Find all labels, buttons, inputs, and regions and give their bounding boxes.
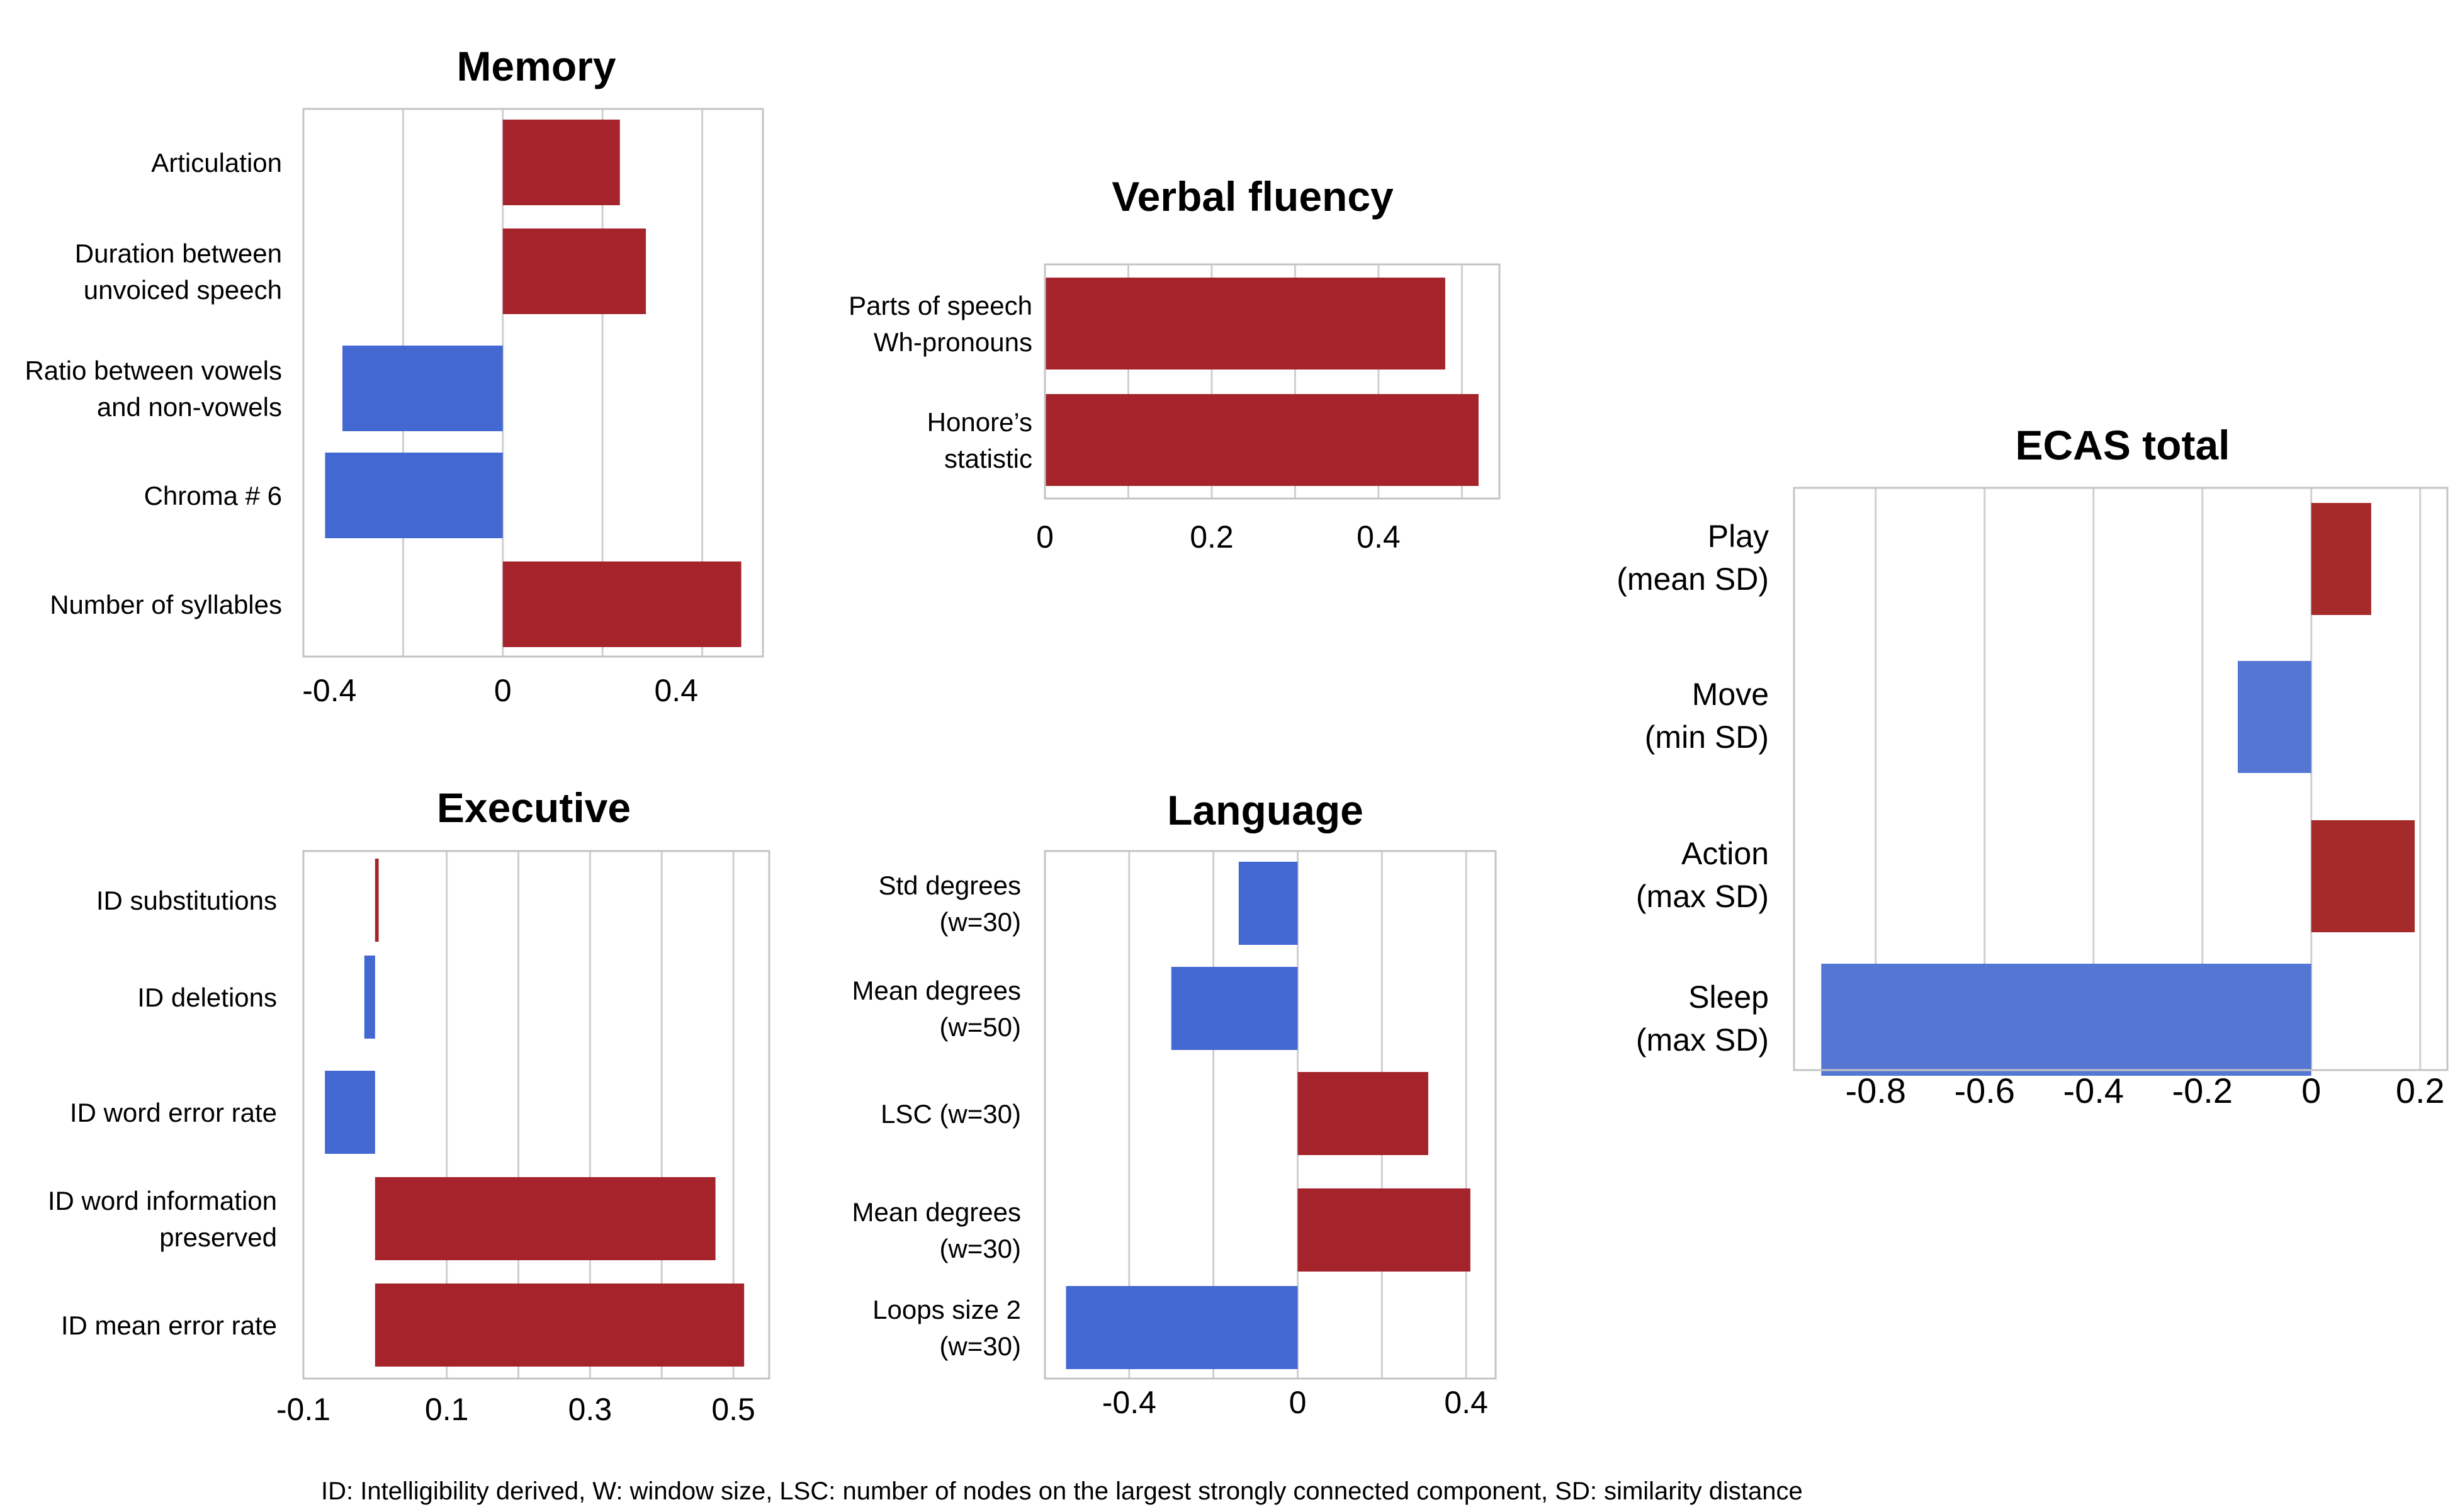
tick-label: -0.8 — [1846, 1071, 1907, 1110]
plot-frame — [302, 850, 770, 1380]
bar-executive-2 — [325, 1071, 375, 1154]
category-label: Ratio between vowels and non-vowels — [25, 356, 282, 422]
category-label: Honore’s statistic — [927, 407, 1032, 473]
tick-label: 0.4 — [655, 673, 699, 708]
category-label: Loops size 2 (w=30) — [872, 1295, 1021, 1361]
category-label: Sleep (max SD) — [1636, 979, 1769, 1058]
plot-frame — [302, 108, 764, 658]
bar-executive-1 — [364, 956, 375, 1039]
tick-label: 0.1 — [425, 1392, 469, 1427]
bar-executive-4 — [375, 1284, 745, 1367]
chart-title: Memory — [456, 43, 616, 89]
category-label: ID deletions — [137, 983, 277, 1012]
bar-executive-3 — [375, 1177, 716, 1260]
chart-verbal: Verbal fluency Parts of speech Wh-pronouns… — [849, 173, 1501, 555]
plot-frame — [1044, 850, 1497, 1380]
category-label: Play (mean SD) — [1616, 519, 1769, 597]
category-label: Duration between unvoiced speech — [75, 239, 282, 305]
bar-language-2 — [1297, 1072, 1428, 1155]
chart-executive: Executive ID substitutions ID deletions ID … — [48, 784, 770, 1427]
bar-memory-0 — [502, 120, 620, 205]
bar-memory-4 — [502, 561, 742, 647]
bar-ecas-3 — [1821, 964, 2311, 1076]
tick-label: 0.5 — [711, 1392, 755, 1427]
bar-memory-3 — [325, 453, 503, 538]
tick-label: 0 — [1036, 519, 1054, 555]
category-label: ID word error rate — [70, 1098, 277, 1127]
category-label: Parts of speech Wh-pronouns — [849, 291, 1032, 357]
chart-language: Language Std degrees (w=30) Mean degrees (w=… — [852, 787, 1497, 1420]
chart-memory: Memory Articulation Duration between unvoic… — [25, 43, 764, 708]
tick-label: -0.6 — [1955, 1071, 2016, 1110]
bar-verbal-1 — [1045, 394, 1479, 486]
tick-label: -0.4 — [1102, 1385, 1156, 1420]
bar-language-0 — [1238, 862, 1298, 945]
tick-label: 0.3 — [568, 1392, 612, 1427]
bar-ecas-0 — [2311, 503, 2371, 615]
category-label: Mean degrees (w=50) — [852, 976, 1021, 1042]
tick-label: -0.2 — [2172, 1071, 2233, 1110]
chart-title: Language — [1167, 787, 1363, 833]
category-label: ID mean error rate — [61, 1311, 277, 1340]
chart-ecas: ECAS total Play (mean SD) Move (min SD) Actio… — [1616, 422, 2449, 1110]
tick-label: 0 — [494, 673, 512, 708]
category-label: Action (max SD) — [1636, 836, 1769, 914]
plot-frame — [1793, 487, 2449, 1071]
category-label: Mean degrees (w=30) — [852, 1197, 1021, 1263]
category-label: LSC (w=30) — [881, 1099, 1021, 1129]
category-label: Move (min SD) — [1645, 677, 1769, 755]
tick-label: 0.2 — [1190, 519, 1234, 555]
bar-memory-1 — [502, 228, 646, 314]
tick-label: -0.4 — [2063, 1071, 2124, 1110]
tick-label: -0.1 — [276, 1392, 330, 1427]
bar-ecas-1 — [2237, 661, 2311, 773]
category-label: Std degrees (w=30) — [879, 871, 1022, 937]
category-label: ID substitutions — [96, 886, 277, 915]
chart-title: Verbal fluency — [1112, 173, 1394, 220]
category-label: Chroma # 6 — [144, 481, 282, 511]
bar-verbal-0 — [1045, 278, 1445, 370]
tick-label: 0 — [2301, 1071, 2321, 1110]
bar-ecas-2 — [2311, 820, 2415, 932]
plot-frame — [1044, 263, 1501, 500]
category-label: Articulation — [151, 148, 282, 178]
chart-title: ECAS total — [2015, 422, 2230, 468]
tick-label: 0.4 — [1357, 519, 1401, 555]
bar-language-3 — [1297, 1188, 1470, 1272]
tick-label: 0.4 — [1444, 1385, 1488, 1420]
footnote: ID: Intelligibility derived, W: window s… — [321, 1477, 1803, 1505]
tick-label: -0.4 — [302, 673, 356, 708]
tick-label: 0 — [1289, 1385, 1307, 1420]
category-label: ID word information preserved — [48, 1186, 277, 1252]
bar-language-1 — [1171, 967, 1298, 1050]
bar-memory-2 — [342, 346, 503, 431]
bar-executive-0 — [375, 859, 379, 942]
chart-title: Executive — [437, 784, 631, 831]
tick-label: 0.2 — [2396, 1071, 2445, 1110]
category-label: Number of syllables — [50, 590, 282, 619]
bar-language-4 — [1066, 1286, 1298, 1369]
